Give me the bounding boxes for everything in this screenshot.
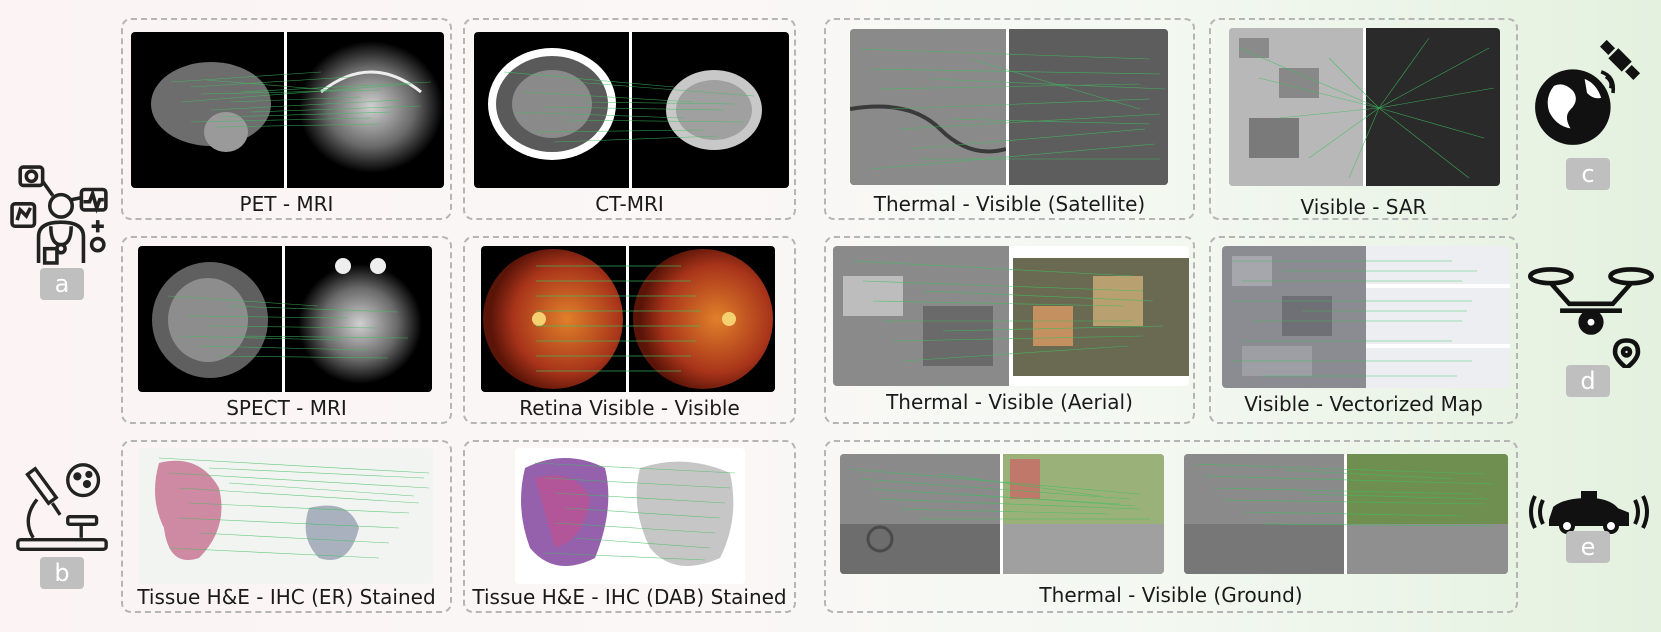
panel-caption: CT-MRI	[595, 192, 664, 216]
panel-visible-map: Visible - Vectorized Map	[1209, 236, 1518, 424]
panel-caption: PET - MRI	[239, 192, 334, 216]
retina-image-pair	[481, 246, 775, 392]
panel-tissue-dab: Tissue H&E - IHC (DAB) Stained	[463, 440, 796, 613]
drone-location-icon	[1528, 258, 1654, 371]
panel-thermal-aerial: Thermal - Visible (Aerial)	[824, 236, 1195, 424]
tissue-er-image-pair	[139, 448, 433, 584]
visible-map-image-pair	[1222, 246, 1510, 388]
car-sensor-icon	[1525, 484, 1653, 540]
panel-caption: Visible - SAR	[1300, 195, 1427, 219]
panel-visible-sar: Visible - SAR	[1209, 18, 1518, 220]
ct-mri-image-pair	[474, 32, 789, 188]
panel-thermal-satellite: Thermal - Visible (Satellite)	[824, 18, 1195, 220]
visible-sar-image-pair	[1229, 28, 1500, 186]
category-badge-a: a	[40, 268, 84, 300]
thermal-satellite-image-pair	[850, 29, 1168, 185]
category-badge-b: b	[40, 557, 84, 589]
panel-caption: Thermal - Visible (Aerial)	[886, 390, 1133, 414]
panel-caption: Thermal - Visible (Satellite)	[873, 192, 1146, 216]
tissue-dab-image-pair	[515, 448, 745, 584]
panel-thermal-ground: Thermal - Visible (Ground)	[824, 440, 1518, 613]
thermal-aerial-image-pair	[833, 246, 1189, 386]
microscope-icon	[14, 461, 110, 557]
globe-satellite-icon	[1528, 34, 1646, 152]
category-badge-e: e	[1566, 531, 1610, 563]
spect-mri-image-pair	[138, 246, 432, 392]
category-badge-c: c	[1566, 158, 1610, 190]
panel-caption: Visible - Vectorized Map	[1244, 392, 1483, 416]
medical-doctor-icon	[10, 163, 112, 265]
panel-spect-mri: SPECT - MRI	[121, 236, 452, 424]
panel-ct-mri: CT-MRI	[463, 18, 796, 220]
panel-caption: Retina Visible - Visible	[519, 396, 740, 420]
panel-caption: SPECT - MRI	[226, 396, 347, 420]
category-badge-d: d	[1566, 365, 1610, 397]
panel-pet-mri: PET - MRI	[121, 18, 452, 220]
thermal-ground-image-pair-2	[1184, 454, 1508, 574]
panel-retina: Retina Visible - Visible	[463, 236, 796, 424]
panel-caption: Thermal - Visible (Ground)	[1039, 583, 1303, 607]
panel-caption: Tissue H&E - IHC (ER) Stained	[137, 585, 436, 609]
pet-mri-image-pair	[131, 32, 444, 188]
thermal-ground-image-pair-1	[840, 454, 1164, 574]
panel-tissue-er: Tissue H&E - IHC (ER) Stained	[121, 440, 452, 613]
panel-caption: Tissue H&E - IHC (DAB) Stained	[472, 585, 787, 609]
